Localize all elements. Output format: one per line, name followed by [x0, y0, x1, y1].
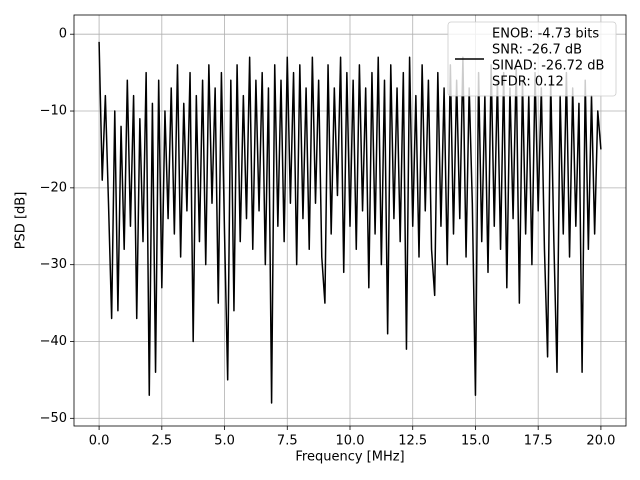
legend-label: SFDR: 0.12	[492, 75, 564, 90]
x-tick-label: 17.5	[524, 434, 553, 449]
x-tick-label: 15.0	[461, 434, 490, 449]
x-tick-label: 5.0	[214, 434, 235, 449]
y-tick-label: −30	[40, 257, 67, 272]
x-tick-label: 2.5	[151, 434, 172, 449]
y-tick-label: −50	[40, 411, 67, 426]
y-axis-label: PSD [dB]	[14, 192, 29, 250]
x-tick-label: 20.0	[586, 434, 615, 449]
y-tick-label: −20	[40, 180, 67, 195]
x-tick-label: 0.0	[89, 434, 110, 449]
data-line	[98, 41, 602, 404]
y-tick-label: 0	[59, 27, 67, 42]
plot-frame	[73, 14, 627, 427]
x-tick-label: 10.0	[336, 434, 365, 449]
y-tick-label: −40	[40, 334, 67, 349]
x-tick-label: 12.5	[398, 434, 427, 449]
x-axis-label: Frequency [MHz]	[295, 450, 404, 465]
legend-label: SINAD: -26.72 dB	[492, 59, 604, 74]
legend-label: ENOB: -4.73 bits	[492, 27, 599, 42]
legend-box	[447, 21, 617, 97]
x-tick-label: 7.5	[277, 434, 298, 449]
legend-label: SNR: -26.7 dB	[492, 43, 582, 58]
y-tick-label: −10	[40, 104, 67, 119]
